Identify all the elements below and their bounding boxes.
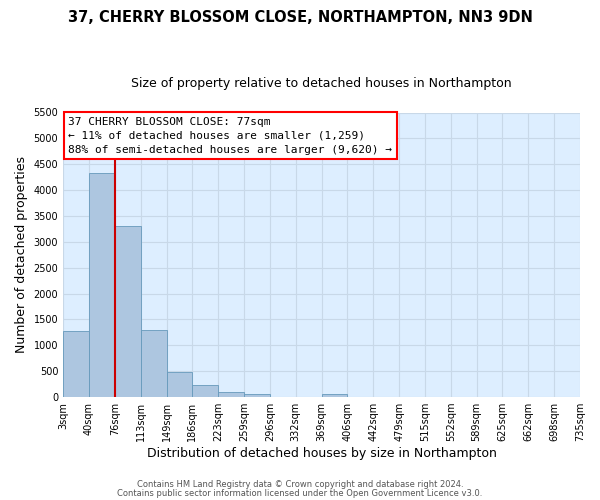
Title: Size of property relative to detached houses in Northampton: Size of property relative to detached ho… — [131, 78, 512, 90]
Bar — [140, 330, 167, 397]
Text: 37 CHERRY BLOSSOM CLOSE: 77sqm
← 11% of detached houses are smaller (1,259)
88% : 37 CHERRY BLOSSOM CLOSE: 77sqm ← 11% of … — [68, 117, 392, 155]
Bar — [244, 394, 270, 397]
Text: Contains public sector information licensed under the Open Government Licence v3: Contains public sector information licen… — [118, 488, 482, 498]
Text: Contains HM Land Registry data © Crown copyright and database right 2024.: Contains HM Land Registry data © Crown c… — [137, 480, 463, 489]
Bar — [89, 173, 115, 397]
Bar — [322, 394, 347, 397]
Y-axis label: Number of detached properties: Number of detached properties — [15, 156, 28, 354]
Bar — [193, 384, 218, 397]
Bar — [115, 226, 140, 397]
X-axis label: Distribution of detached houses by size in Northampton: Distribution of detached houses by size … — [146, 447, 497, 460]
Text: 37, CHERRY BLOSSOM CLOSE, NORTHAMPTON, NN3 9DN: 37, CHERRY BLOSSOM CLOSE, NORTHAMPTON, N… — [68, 10, 532, 25]
Bar — [63, 332, 89, 397]
Bar — [167, 372, 193, 397]
Bar — [218, 392, 244, 397]
